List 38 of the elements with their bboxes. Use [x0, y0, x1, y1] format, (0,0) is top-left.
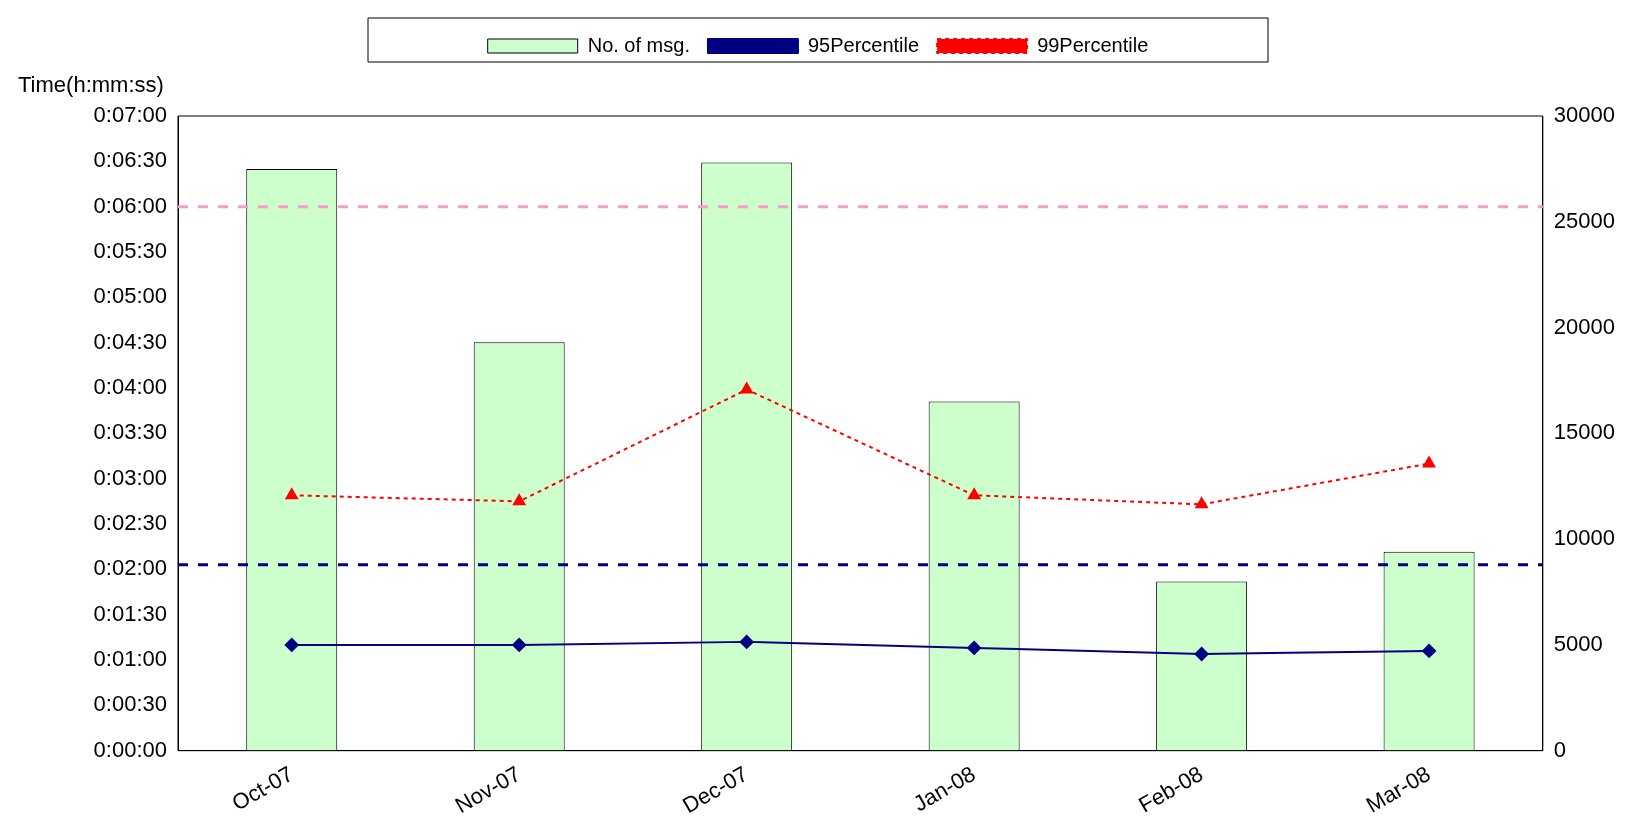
point	[1422, 643, 1437, 658]
y2-tick-label: 30000	[1553, 102, 1616, 128]
point	[285, 488, 298, 500]
y-axis-title: Time(h:mm:ss)	[18, 72, 164, 98]
y2-tick-label: 20000	[1553, 313, 1616, 339]
y2-tick-label: 15000	[1553, 419, 1616, 445]
point	[284, 637, 299, 652]
legend-label: 95Percentile	[807, 33, 920, 56]
point	[512, 637, 527, 652]
point	[967, 488, 981, 500]
point	[1194, 646, 1209, 661]
y-tick-label: 0:03:30	[93, 419, 167, 445]
y-tick-label: 0:07:00	[93, 102, 167, 128]
y-tick-label: 0:06:00	[93, 192, 167, 218]
point	[740, 382, 753, 394]
y-tick-label: 0:04:00	[93, 374, 167, 400]
point	[513, 494, 526, 506]
point	[739, 634, 754, 649]
y2-tick-label: 0	[1553, 736, 1567, 762]
y2-tick-label: 5000	[1553, 630, 1603, 656]
y-tick-label: 0:00:30	[93, 691, 167, 717]
y-tick-label: 0:04:30	[93, 328, 167, 354]
y2-tick-label: 25000	[1553, 207, 1616, 233]
y-tick-label: 0:06:30	[93, 147, 167, 173]
y-tick-label: 0:05:30	[93, 238, 167, 264]
y-tick-label: 0:00:00	[93, 736, 167, 762]
y2-tick-label: 10000	[1553, 525, 1616, 551]
point	[967, 640, 982, 655]
point	[1195, 497, 1208, 509]
legend-label: 99Percentile	[1037, 33, 1149, 56]
y-tick-label: 0:02:00	[93, 555, 167, 581]
point	[1422, 456, 1436, 468]
y-tick-label: 0:05:00	[93, 283, 167, 309]
y-tick-label: 0:01:30	[93, 600, 167, 626]
y-tick-label: 0:01:00	[93, 646, 167, 672]
legend-label: No. of msg.	[587, 33, 690, 56]
y-tick-label: 0:02:30	[93, 510, 167, 536]
y-tick-label: 0:03:00	[93, 464, 167, 490]
